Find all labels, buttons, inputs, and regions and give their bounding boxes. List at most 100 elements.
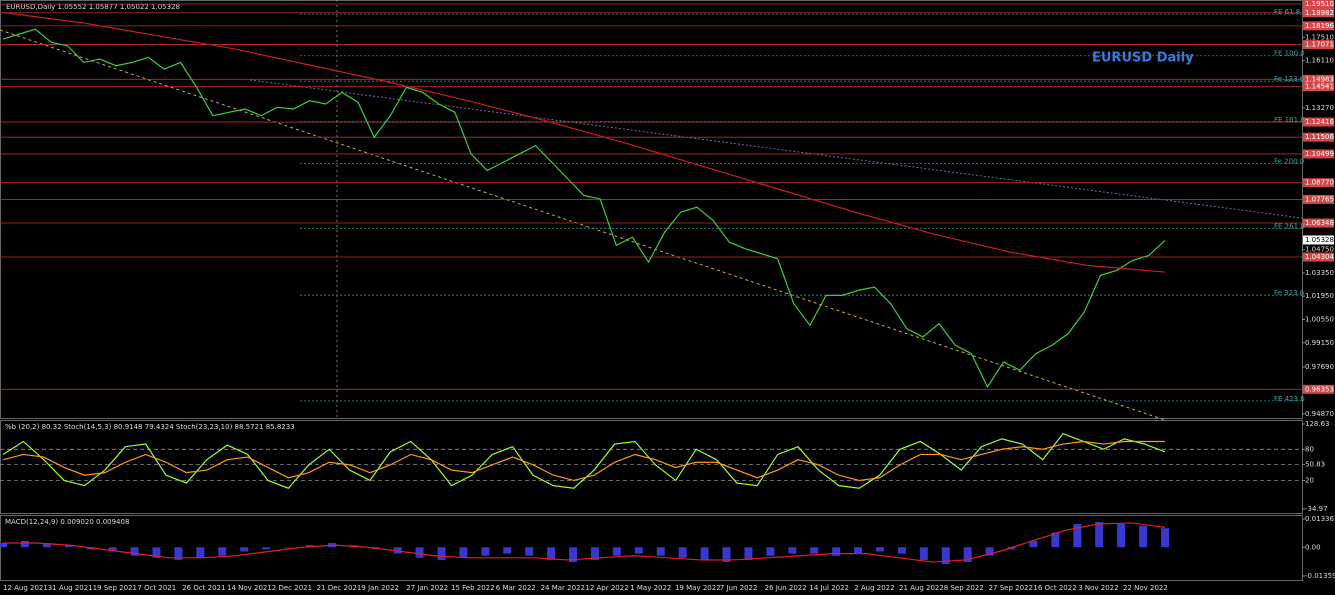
x-tick-label: 3 Nov 2022 [1078, 584, 1118, 592]
level-tag [1303, 117, 1334, 127]
macd-bar [656, 547, 665, 556]
y-tick-label: 128.63 [1305, 420, 1330, 428]
x-tick-label: 16 Oct 2022 [1033, 584, 1076, 592]
x-tick-label: 2 Aug 2022 [854, 584, 894, 592]
y-tick-label: 0.94870 [1305, 410, 1334, 418]
macd-bar [678, 547, 687, 558]
level-tag [1303, 132, 1334, 142]
x-tick-label: 12 Apr 2022 [585, 584, 628, 592]
macd-bar [481, 547, 490, 556]
macd-bar [919, 547, 928, 560]
x-tick-label: 14 Jul 2022 [809, 584, 849, 592]
series-line [2, 11, 1166, 273]
x-tick-label: 27 Sep 2022 [989, 584, 1033, 592]
level-tag [1303, 74, 1334, 84]
macd-frame [0, 515, 1303, 581]
level-label: 1.11506 [1305, 133, 1334, 141]
macd-bar [240, 547, 249, 552]
macd-bar [108, 547, 117, 552]
level-label: 1.19510 [1305, 0, 1334, 8]
x-tick-label: 26 Oct 2021 [182, 584, 225, 592]
x-tick-label: 9 Jan 2022 [361, 584, 399, 592]
x-tick-label: 8 Sep 2022 [944, 584, 984, 592]
macd-bar [634, 547, 643, 554]
level-tag [1303, 8, 1334, 18]
x-tick-label: 31 Aug 2021 [48, 584, 93, 592]
x-tick-label: 2 Dec 2021 [272, 584, 312, 592]
macd-bar [1073, 523, 1082, 548]
macd-bar [985, 547, 994, 556]
y-tick-label: 50.83 [1305, 460, 1325, 468]
level-label: 1.07765 [1305, 195, 1334, 203]
x-tick-label: 19 May 2022 [675, 584, 721, 592]
fib-label: FE 161.8 [1274, 116, 1305, 124]
level-tag [1303, 194, 1334, 204]
level-tag [1303, 82, 1334, 92]
macd-bar [196, 547, 205, 558]
trend-line [0, 29, 1166, 421]
y-tick-label: 1.04750 [1305, 246, 1334, 254]
signal-line [3, 522, 1166, 563]
level-label: 1.18982 [1305, 9, 1334, 17]
macd-bar [612, 547, 621, 556]
chart-title: EURUSD Daily [1092, 51, 1194, 66]
current-label: 1.05328 [1305, 236, 1334, 244]
fib-label: FE 100.0 [1274, 50, 1305, 58]
level-tag [1303, 21, 1334, 31]
macd-bar [744, 547, 753, 560]
x-tick-label: 1 May 2022 [630, 584, 671, 592]
macd-bar [152, 547, 161, 558]
y-tick-label: 1.13270 [1305, 104, 1334, 112]
y-tick-label: 0.00 [1305, 543, 1321, 551]
y-tick-label: 0.013362 [1305, 515, 1335, 523]
macd-bar [700, 547, 709, 560]
macd-bar [854, 547, 863, 554]
stoch-frame [0, 420, 1303, 514]
macd-bar [525, 547, 534, 556]
macd-bar [569, 547, 578, 563]
x-tick-label: 24 Mar 2022 [541, 584, 585, 592]
y-tick-label: 1.16110 [1305, 57, 1334, 65]
series-line [2, 28, 1166, 389]
macd-bar [130, 547, 139, 556]
macd-bar [722, 547, 731, 563]
macd-bar [20, 540, 29, 548]
x-tick-label: 12 Aug 2021 [3, 584, 48, 592]
level-label: 1.12416 [1305, 118, 1334, 126]
fib-label: Fe 323.6 [1274, 289, 1305, 297]
level-tag [1303, 0, 1334, 9]
macd-bar [1029, 540, 1038, 548]
fib-label: FE 261.8 [1274, 222, 1305, 230]
fib-label: FE 61.8 [1274, 8, 1300, 16]
x-tick-label: 14 Nov 2021 [227, 584, 272, 592]
level-label: 1.17071 [1305, 41, 1334, 49]
level-tag [1303, 218, 1334, 228]
y-tick-label: 1.03350 [1305, 269, 1334, 277]
fib-label: FE 423.6 [1274, 395, 1305, 403]
y-tick-label: 80 [1305, 445, 1314, 453]
level-label: 1.18196 [1305, 22, 1334, 30]
macd-bar [766, 547, 775, 556]
macd-bar [590, 547, 599, 560]
macd-bar [64, 545, 73, 548]
macd-bar [1139, 526, 1148, 548]
level-label: 1.14983 [1305, 75, 1334, 83]
macd-bar [42, 543, 51, 548]
x-tick-label: 6 Mar 2022 [496, 584, 536, 592]
macd-bar [963, 547, 972, 563]
y-tick-label: 0.99150 [1305, 339, 1334, 347]
level-tag [1303, 149, 1334, 159]
macd-bar [218, 547, 227, 556]
macd-bar [459, 547, 468, 558]
y-tick-label: 1.17510 [1305, 33, 1334, 41]
stoch-title: %b (20,2) 80.32 Stoch(14,5,3) 80.9148 79… [5, 423, 295, 431]
fib-label: Fe 200.0 [1274, 157, 1304, 165]
level-label: 0.96353 [1305, 385, 1334, 393]
macd-bar [875, 547, 884, 552]
symbol-header: EURUSD,Daily 1.05552 1.05877 1.05022 1.0… [6, 3, 180, 11]
x-tick-label: 15 Feb 2022 [451, 584, 495, 592]
level-label: 1.04304 [1305, 253, 1334, 261]
macd-bar [1007, 547, 1016, 550]
level-label: 1.08770 [1305, 179, 1334, 187]
